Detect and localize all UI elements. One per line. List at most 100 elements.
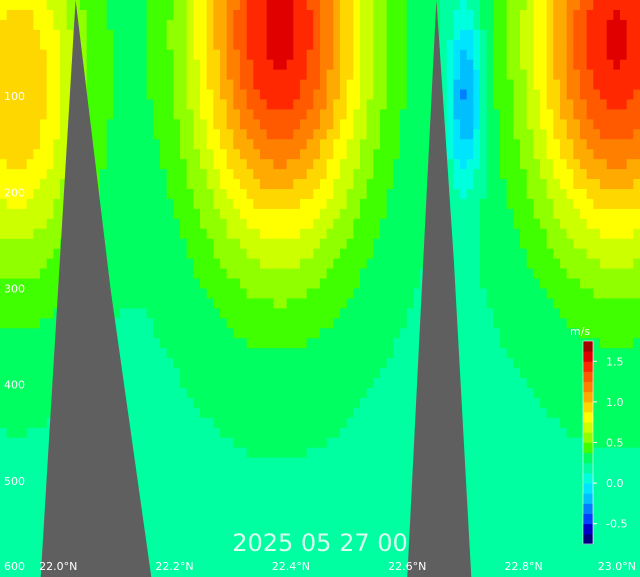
field-cell [533, 9, 541, 21]
field-cell [520, 189, 528, 200]
field-cell [313, 437, 321, 449]
field-cell [540, 328, 548, 339]
field-cell [313, 457, 321, 469]
field-cell [133, 69, 141, 81]
field-cell [86, 39, 94, 51]
field-cell [620, 487, 628, 499]
field-cell [286, 437, 294, 449]
field-cell [233, 407, 241, 419]
field-cell [366, 358, 374, 369]
field-cell [60, 69, 68, 81]
field-cell [180, 417, 188, 429]
field-cell [186, 198, 194, 210]
field-cell [20, 29, 28, 41]
field-cell [126, 69, 134, 81]
field-cell [53, 159, 61, 170]
field-cell [273, 507, 281, 518]
field-cell [26, 268, 34, 280]
field-cell [366, 218, 374, 230]
field-cell [380, 328, 388, 339]
field-cell [486, 387, 494, 399]
field-cell [300, 328, 308, 339]
field-cell [166, 89, 174, 101]
field-cell [506, 218, 514, 230]
field-cell [346, 119, 354, 130]
field-cell [473, 467, 481, 479]
field-cell [246, 129, 254, 140]
field-cell [453, 99, 461, 111]
field-cell [613, 497, 621, 508]
field-cell [380, 238, 388, 250]
field-cell [40, 59, 48, 71]
field-cell [146, 238, 154, 250]
field-cell [526, 338, 534, 349]
field-cell [593, 228, 601, 240]
field-cell [193, 218, 201, 230]
field-cell [366, 208, 374, 220]
field-cell [466, 189, 474, 200]
field-cell [20, 387, 28, 399]
field-cell [580, 9, 588, 21]
field-cell [373, 0, 381, 11]
field-cell [333, 218, 341, 230]
field-cell [620, 447, 628, 459]
field-cell [266, 318, 274, 329]
field-cell [520, 348, 528, 359]
field-cell [140, 487, 148, 499]
field-cell [466, 348, 474, 359]
field-cell [13, 238, 21, 250]
field-cell [200, 189, 208, 200]
field-cell [506, 437, 514, 449]
field-cell [40, 288, 48, 300]
field-cell [286, 487, 294, 499]
field-cell [133, 268, 141, 280]
field-cell [193, 318, 201, 329]
field-cell [173, 69, 181, 81]
field-cell [33, 0, 41, 11]
field-cell [526, 9, 534, 21]
field-cell [526, 437, 534, 449]
field-cell [193, 179, 201, 190]
field-cell [300, 29, 308, 41]
field-cell [400, 328, 408, 339]
field-cell [606, 79, 614, 91]
field-cell [146, 79, 154, 91]
field-cell [286, 298, 294, 309]
field-cell [453, 228, 461, 240]
field-cell [626, 308, 634, 319]
field-cell [613, 139, 621, 150]
field-cell [426, 69, 434, 81]
field-cell [100, 129, 108, 140]
field-cell [600, 467, 608, 479]
field-cell [386, 149, 394, 160]
field-cell [246, 69, 254, 81]
field-cell [173, 328, 181, 339]
field-cell [580, 89, 588, 101]
field-cell [6, 248, 14, 260]
field-cell [593, 328, 601, 339]
field-cell [320, 258, 328, 270]
field-cell [540, 387, 548, 399]
field-cell [506, 119, 514, 130]
field-cell [233, 159, 241, 170]
field-cell [166, 159, 174, 170]
field-cell [333, 387, 341, 399]
field-cell [453, 198, 461, 210]
field-cell [473, 59, 481, 71]
field-cell [320, 109, 328, 120]
field-cell [260, 507, 268, 518]
field-cell [140, 477, 148, 489]
field-cell [20, 318, 28, 329]
field-cell [526, 348, 534, 359]
field-cell [493, 467, 501, 479]
field-cell [353, 179, 361, 190]
field-cell [500, 358, 508, 369]
field-cell [486, 278, 494, 290]
field-cell [193, 169, 201, 180]
field-cell [166, 437, 174, 449]
field-cell [120, 29, 128, 41]
field-cell [593, 39, 601, 51]
field-cell [540, 407, 548, 419]
field-cell [546, 288, 554, 300]
field-cell [420, 208, 428, 220]
